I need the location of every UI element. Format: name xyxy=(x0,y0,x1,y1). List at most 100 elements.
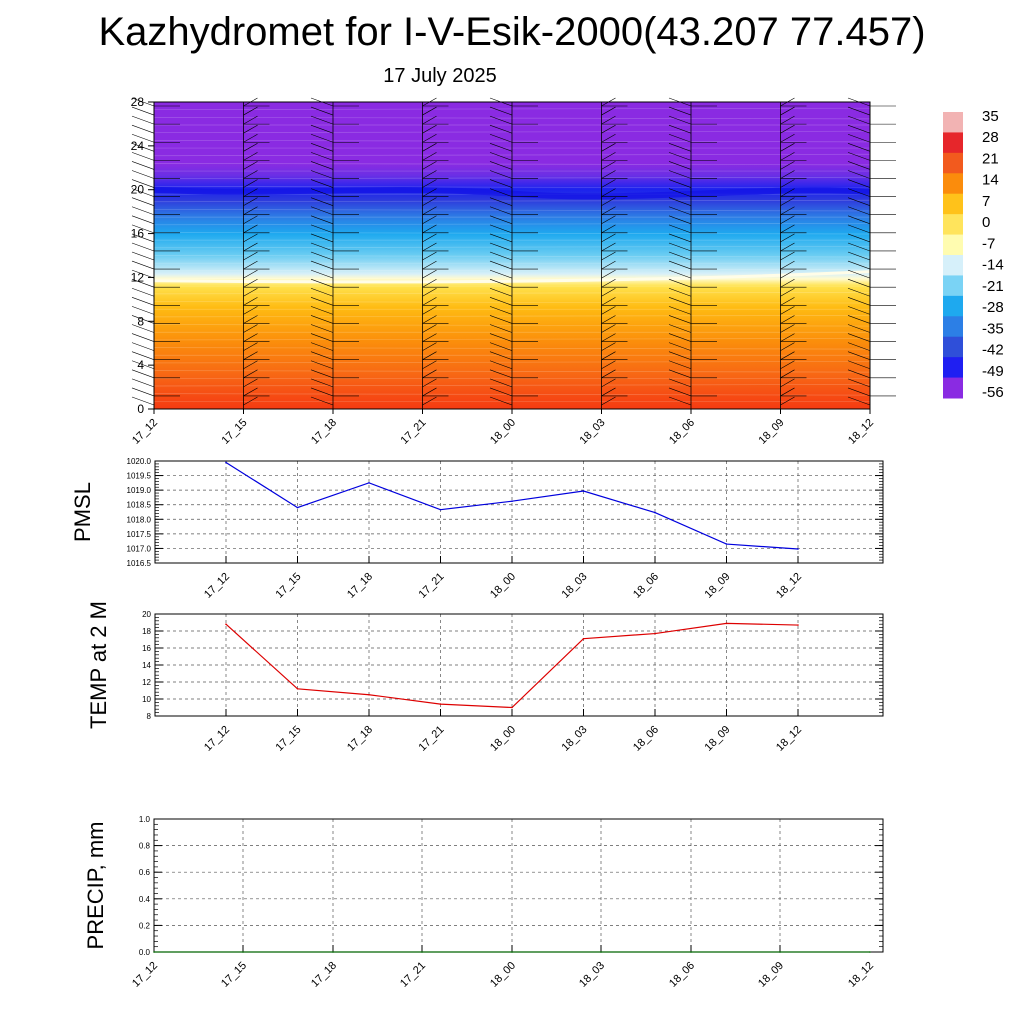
wind-barb xyxy=(243,297,258,306)
wind-barb xyxy=(243,197,258,206)
y-tick-label: 0.6 xyxy=(139,868,151,877)
wind-barb xyxy=(131,378,155,388)
wind-barb xyxy=(780,333,795,342)
data-point xyxy=(869,951,871,953)
x-tick-label: 17_18 xyxy=(345,571,375,601)
data-point xyxy=(725,622,728,625)
wind-barb xyxy=(489,278,513,288)
wind-barb-column xyxy=(489,97,538,409)
wind-barb xyxy=(668,197,692,206)
wind-barb xyxy=(780,224,795,234)
data-point xyxy=(368,482,370,484)
y-tick-label: 1019.5 xyxy=(127,472,152,481)
wind-barb xyxy=(668,278,692,288)
x-tick-label: 17_21 xyxy=(417,724,447,754)
colorbar-swatch xyxy=(943,336,963,358)
wind-barb xyxy=(668,287,692,297)
y-tick-label: 0.4 xyxy=(139,895,151,904)
wind-barb xyxy=(601,360,616,370)
wind-barb xyxy=(601,233,616,243)
wind-barb xyxy=(601,161,616,170)
wind-barb xyxy=(243,170,258,179)
wind-barb xyxy=(422,278,437,288)
wind-barb xyxy=(243,124,258,134)
wind-barb xyxy=(601,124,616,134)
data-point xyxy=(600,951,602,953)
colorbar-swatch xyxy=(943,132,963,154)
y-tick-label: 1017.5 xyxy=(127,530,152,539)
wind-barb xyxy=(780,115,795,125)
wind-barb xyxy=(243,242,258,252)
wind-barb xyxy=(131,224,155,234)
wind-barb xyxy=(601,351,616,360)
colorbar-swatch xyxy=(943,275,963,297)
wind-barb xyxy=(668,133,692,143)
wind-barb xyxy=(131,396,155,406)
colorbar-swatch xyxy=(943,357,963,379)
wind-barb xyxy=(310,297,334,306)
x-tick-label: 18_12 xyxy=(846,417,876,447)
wind-barb xyxy=(131,206,155,216)
wind-barb xyxy=(131,188,155,197)
wind-barb xyxy=(422,179,437,188)
wind-barb xyxy=(489,324,513,333)
data-point xyxy=(439,508,442,511)
wind-barb xyxy=(422,324,437,333)
wind-barb xyxy=(243,396,258,406)
colorbar-label: 14 xyxy=(982,172,999,189)
wind-barb xyxy=(847,215,871,225)
wind-barb-column xyxy=(422,97,449,409)
wind-barb xyxy=(131,106,155,116)
wind-barb xyxy=(310,224,334,234)
wind-barb xyxy=(489,342,513,351)
wind-barb xyxy=(780,133,795,143)
wind-barb xyxy=(847,396,871,406)
data-point xyxy=(582,637,585,640)
wind-barb xyxy=(422,233,437,243)
x-tick-label: 18_03 xyxy=(578,417,608,447)
wind-barb xyxy=(310,215,334,225)
wind-barb xyxy=(310,387,334,397)
wind-barb xyxy=(489,315,513,324)
wind-barb xyxy=(243,342,258,351)
wind-barb xyxy=(780,215,795,225)
wind-barb xyxy=(780,179,795,188)
wind-barb xyxy=(131,251,155,261)
colorbar-label: 7 xyxy=(982,193,990,210)
x-tick-label: 18_12 xyxy=(774,724,804,754)
wind-barb xyxy=(668,387,692,397)
wind-barb xyxy=(422,188,437,197)
wind-barb xyxy=(668,351,692,360)
wind-barb xyxy=(243,278,258,288)
x-tick-label: 18_06 xyxy=(667,417,697,447)
y-tick-label: 1016.5 xyxy=(127,559,152,568)
wind-barb xyxy=(668,161,692,170)
wind-barb xyxy=(422,115,437,125)
wind-barb xyxy=(243,206,258,215)
x-tick-label: 17_12 xyxy=(130,960,160,990)
wind-barb xyxy=(668,215,692,225)
wind-barb xyxy=(847,152,871,161)
wind-barb xyxy=(489,106,513,116)
colorbar-label: 21 xyxy=(982,150,999,167)
wind-barb xyxy=(422,378,437,388)
wind-barb xyxy=(847,269,871,279)
wind-barb xyxy=(668,188,692,197)
wind-barb xyxy=(310,360,334,370)
wind-barb xyxy=(489,170,513,179)
wind-barb xyxy=(601,251,616,261)
x-tick-label: 18_09 xyxy=(703,571,733,601)
y-tick-label: 0.2 xyxy=(139,921,151,930)
x-tick-label: 17_15 xyxy=(220,417,250,447)
data-point xyxy=(654,511,656,514)
wind-barb xyxy=(601,324,616,333)
wind-barb xyxy=(668,224,692,234)
wind-barb xyxy=(489,179,513,188)
wind-barb xyxy=(847,360,871,370)
colorbar-swatch xyxy=(943,316,963,338)
colorbar-swatch xyxy=(943,255,963,276)
wind-barb xyxy=(243,143,258,152)
y-tick-label: 10 xyxy=(142,695,151,704)
wind-barb xyxy=(847,351,871,360)
wind-barb xyxy=(780,188,795,197)
